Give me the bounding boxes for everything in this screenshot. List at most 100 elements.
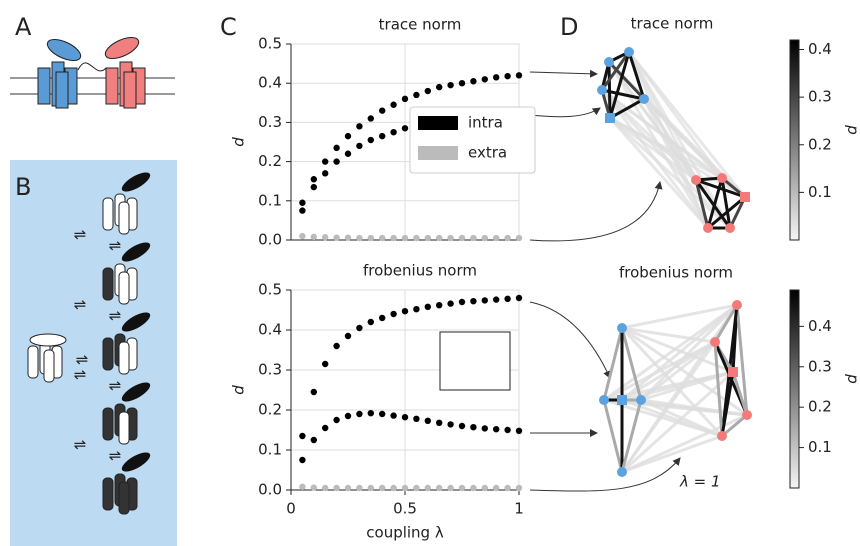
point bbox=[424, 303, 431, 310]
edge bbox=[602, 327, 624, 401]
point bbox=[356, 410, 363, 418]
colorbar bbox=[789, 289, 800, 489]
point bbox=[299, 483, 306, 490]
node bbox=[742, 410, 752, 420]
legend-swatch bbox=[418, 146, 458, 160]
y-tick-label: 0.5 bbox=[258, 35, 282, 53]
helix bbox=[43, 349, 55, 383]
node bbox=[725, 223, 735, 233]
point bbox=[436, 302, 443, 309]
inset bbox=[439, 331, 511, 391]
helix bbox=[102, 407, 114, 441]
point bbox=[310, 176, 317, 183]
point bbox=[413, 91, 420, 99]
point bbox=[379, 410, 386, 418]
point bbox=[458, 298, 466, 306]
states-cartoon: ⇌⇌⇌⇌⇌⇌⇌⇌⇌ bbox=[27, 172, 151, 515]
node bbox=[636, 395, 646, 405]
helix bbox=[27, 345, 39, 379]
y-tick-label: 0.5 bbox=[258, 281, 282, 299]
point bbox=[333, 144, 340, 152]
colorbar-tick-label: 0.4 bbox=[808, 317, 832, 335]
point bbox=[447, 421, 454, 428]
point bbox=[379, 484, 386, 492]
y-tick-label: 0.0 bbox=[258, 231, 282, 249]
node bbox=[599, 395, 609, 405]
point bbox=[356, 484, 363, 492]
helix bbox=[118, 271, 130, 305]
point bbox=[515, 484, 523, 492]
point bbox=[436, 234, 443, 242]
point bbox=[310, 484, 317, 491]
edge bbox=[621, 434, 723, 474]
point bbox=[344, 412, 352, 420]
y-tick-label: 0.1 bbox=[258, 191, 282, 209]
point bbox=[299, 456, 306, 464]
point bbox=[344, 484, 352, 492]
point bbox=[310, 436, 317, 444]
edge bbox=[731, 371, 749, 416]
colorbar bbox=[789, 39, 800, 241]
edge bbox=[607, 61, 612, 119]
point bbox=[413, 415, 420, 422]
y-tick-label: 0.2 bbox=[258, 152, 282, 170]
equilibrium: ⇌ bbox=[74, 226, 87, 244]
point bbox=[356, 234, 363, 242]
point bbox=[401, 414, 409, 421]
point bbox=[493, 484, 500, 492]
point bbox=[458, 484, 466, 492]
arrows bbox=[529, 69, 681, 492]
point bbox=[447, 300, 454, 307]
chart-title: frobenius norm bbox=[363, 262, 477, 280]
point bbox=[367, 115, 374, 122]
point bbox=[390, 129, 397, 136]
y-tick-label: 0.4 bbox=[258, 321, 282, 339]
edge bbox=[627, 51, 646, 100]
network-title: frobenius norm bbox=[619, 264, 733, 282]
colorbar-tick-label: 0.3 bbox=[808, 88, 832, 106]
point bbox=[367, 484, 374, 492]
point bbox=[367, 318, 374, 326]
point bbox=[310, 183, 317, 191]
point bbox=[504, 484, 511, 492]
point bbox=[401, 125, 409, 132]
point bbox=[310, 388, 317, 396]
point bbox=[481, 76, 488, 83]
edge bbox=[608, 116, 732, 230]
edge bbox=[620, 399, 643, 473]
edge bbox=[642, 97, 747, 199]
point bbox=[458, 234, 466, 242]
x-axis-label: coupling λ bbox=[366, 524, 444, 542]
equilibrium: ⇌ bbox=[109, 447, 122, 465]
x-tick-label: 1 bbox=[514, 500, 524, 518]
point bbox=[413, 306, 420, 313]
point bbox=[299, 199, 306, 206]
edge bbox=[607, 60, 646, 101]
edge bbox=[620, 327, 643, 401]
colorbar-tick-label: 0.1 bbox=[808, 183, 832, 201]
point bbox=[401, 484, 409, 492]
point bbox=[504, 234, 511, 242]
membrane-cartoon bbox=[10, 36, 175, 109]
y-axis-label: d bbox=[230, 137, 248, 147]
legend-label: extra bbox=[468, 144, 507, 162]
edge bbox=[621, 303, 738, 330]
edge bbox=[642, 98, 710, 229]
point bbox=[322, 158, 329, 165]
edge bbox=[603, 303, 738, 402]
point bbox=[390, 484, 397, 492]
point bbox=[436, 419, 443, 426]
edge bbox=[620, 326, 724, 438]
domain bbox=[121, 312, 151, 332]
node bbox=[717, 173, 727, 183]
node bbox=[605, 113, 615, 123]
node bbox=[617, 395, 627, 405]
point bbox=[458, 422, 466, 430]
point bbox=[390, 412, 397, 419]
point bbox=[299, 232, 306, 240]
edge bbox=[621, 413, 748, 474]
y-tick-label: 0.4 bbox=[258, 74, 282, 92]
point bbox=[344, 150, 352, 157]
equilibrium: ⇌ bbox=[109, 307, 122, 325]
